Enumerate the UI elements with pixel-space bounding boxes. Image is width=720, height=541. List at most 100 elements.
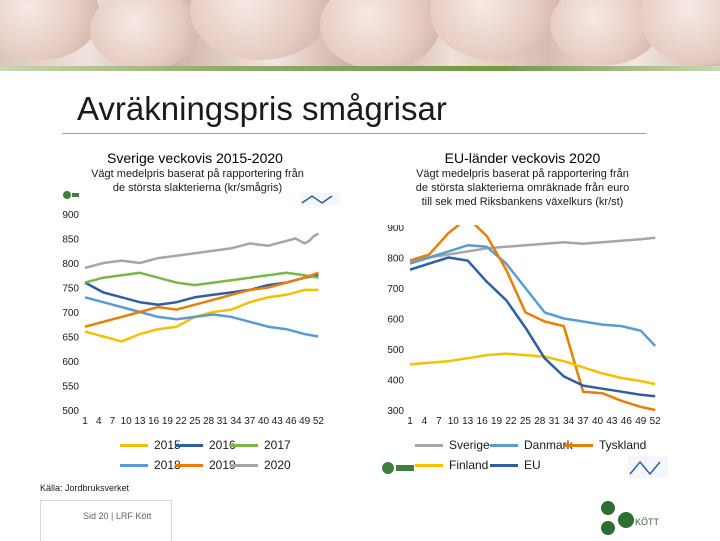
sverige-ytick-label: 900 — [62, 210, 79, 221]
chart-title-sverige: Sverige veckovis 2015-2020 — [107, 150, 283, 166]
eu-ytick-label: 400 — [387, 376, 404, 387]
eu-xtick-label: 16 — [477, 416, 489, 427]
sverige-series-2016 — [84, 274, 319, 306]
kott-logo-large: KÖTT — [601, 501, 660, 535]
sverige-xtick-label: 52 — [313, 416, 325, 427]
sverige-legend-item-2018: 2018 — [120, 458, 181, 472]
sverige-series-2018 — [84, 296, 319, 338]
eu-xtick-label: 25 — [520, 416, 532, 427]
sverige-ytick-label: 850 — [62, 235, 79, 246]
sverige-xtick-label: 34 — [230, 416, 242, 427]
sverige-legend-swatch — [230, 444, 258, 448]
source-note: Källa: Jordbruksverket — [40, 483, 130, 493]
eu-series-finland — [409, 352, 656, 386]
partner-logo-right — [628, 456, 668, 478]
sverige-legend-swatch — [120, 444, 148, 448]
eu-legend-swatch — [415, 444, 443, 448]
partner-logo-left — [300, 193, 340, 205]
eu-legend-label: Tyskland — [599, 438, 647, 452]
title-divider — [62, 133, 646, 134]
sverige-xtick-label: 28 — [203, 416, 215, 427]
eu-series-sverige — [409, 236, 656, 262]
sverige-legend-label: 2015 — [154, 438, 181, 452]
eu-xtick-label: 28 — [534, 416, 546, 427]
sverige-legend-swatch — [175, 464, 203, 468]
eu-legend-swatch — [415, 464, 443, 468]
footer-text: Sid 20 | LRF Kött — [83, 511, 152, 521]
eu-xtick-label: 52 — [650, 416, 662, 427]
eu-legend-label: EU — [524, 458, 541, 472]
chart-subtitle-eu: Vägt medelpris baserat på rapportering f… — [415, 168, 630, 208]
eu-series-eu — [409, 256, 656, 398]
sverige-legend-label: 2020 — [264, 458, 291, 472]
sverige-xtick-label: 4 — [96, 416, 102, 427]
eu-ytick-label: 800 — [387, 254, 404, 265]
eu-legend-item-finland: Finland — [415, 458, 488, 472]
sverige-series-2019 — [84, 271, 319, 328]
sverige-xtick-label: 7 — [110, 416, 116, 427]
sverige-legend-item-2016: 2016 — [175, 438, 236, 452]
chart-sverige: 500 550 600 650 700 750 800 850 900 1 4 7 10 13 16 19 22… — [62, 210, 325, 427]
eu-legend-item-sverige: Sverige — [415, 438, 490, 452]
sverige-xtick-label: 25 — [189, 416, 201, 427]
eu-series-tyskland — [409, 225, 656, 412]
sverige-legend-label: 2016 — [209, 438, 236, 452]
sverige-xtick-label: 49 — [299, 416, 311, 427]
sverige-ytick-label: 500 — [62, 406, 79, 417]
sverige-ytick-label: 750 — [62, 284, 79, 295]
sverige-xtick-label: 1 — [82, 416, 88, 427]
eu-legend-swatch — [490, 444, 518, 448]
sverige-legend-item-2015: 2015 — [120, 438, 181, 452]
sverige-legend-label: 2019 — [209, 458, 236, 472]
kott-logo-text: KÖTT — [635, 517, 660, 527]
sverige-xtick-label: 16 — [148, 416, 160, 427]
eu-xtick-label: 1 — [407, 416, 413, 427]
chart-title-eu: EU-länder veckovis 2020 — [444, 150, 601, 166]
sverige-xtick-label: 46 — [285, 416, 297, 427]
sverige-ytick-label: 650 — [62, 333, 79, 344]
sverige-legend-item-2020: 2020 — [230, 458, 291, 472]
eu-xtick-label: 7 — [436, 416, 442, 427]
page-title: Avräkningspris smågrisar — [77, 90, 447, 127]
sverige-legend-item-2017: 2017 — [230, 438, 291, 452]
sverige-xtick-label: 31 — [217, 416, 229, 427]
sverige-legend-swatch — [175, 444, 203, 448]
eu-ytick-label: 900 — [387, 225, 404, 234]
sverige-xtick-label: 22 — [176, 416, 188, 427]
sverige-ytick-label: 600 — [62, 357, 79, 368]
eu-ytick-label: 500 — [387, 345, 404, 356]
eu-legend-item-danmark: Danmark — [490, 438, 573, 452]
header-accent-bar — [0, 66, 720, 71]
eu-xtick-label: 31 — [549, 416, 561, 427]
sverige-xtick-label: 19 — [162, 416, 174, 427]
chart-subtitle-sverige: Vägt medelpris baserat på rapportering f… — [91, 168, 304, 194]
sverige-legend-swatch — [120, 464, 148, 468]
sverige-xtick-label: 40 — [258, 416, 270, 427]
eu-xtick-label: 10 — [448, 416, 460, 427]
eu-xtick-label: 34 — [563, 416, 575, 427]
footer-box — [40, 500, 172, 541]
eu-xtick-label: 19 — [491, 416, 503, 427]
eu-ytick-label: 600 — [387, 315, 404, 326]
sverige-legend-label: 2017 — [264, 438, 291, 452]
sverige-legend-swatch — [230, 464, 258, 468]
eu-legend-swatch — [565, 444, 593, 448]
kott-logo-small-left — [63, 191, 79, 199]
eu-xtick-label: 43 — [606, 416, 618, 427]
eu-xtick-label: 46 — [621, 416, 633, 427]
header-banner-photo — [0, 0, 720, 70]
eu-series-danmark — [409, 244, 657, 347]
sverige-xtick-label: 43 — [272, 416, 284, 427]
eu-legend-item-tyskland: Tyskland — [565, 438, 646, 452]
sverige-xtick-label: 10 — [121, 416, 133, 427]
eu-ytick-label: 300 — [387, 406, 404, 417]
sverige-ytick-label: 700 — [62, 308, 79, 319]
eu-xtick-label: 22 — [505, 416, 517, 427]
eu-xtick-label: 13 — [462, 416, 474, 427]
eu-legend-label: Finland — [449, 458, 489, 472]
eu-legend-label: Danmark — [524, 438, 573, 452]
eu-legend-label: Sverige — [449, 438, 490, 452]
sverige-legend-label: 2018 — [154, 458, 181, 472]
sverige-xtick-label: 37 — [244, 416, 256, 427]
sverige-ytick-label: 550 — [62, 382, 79, 393]
